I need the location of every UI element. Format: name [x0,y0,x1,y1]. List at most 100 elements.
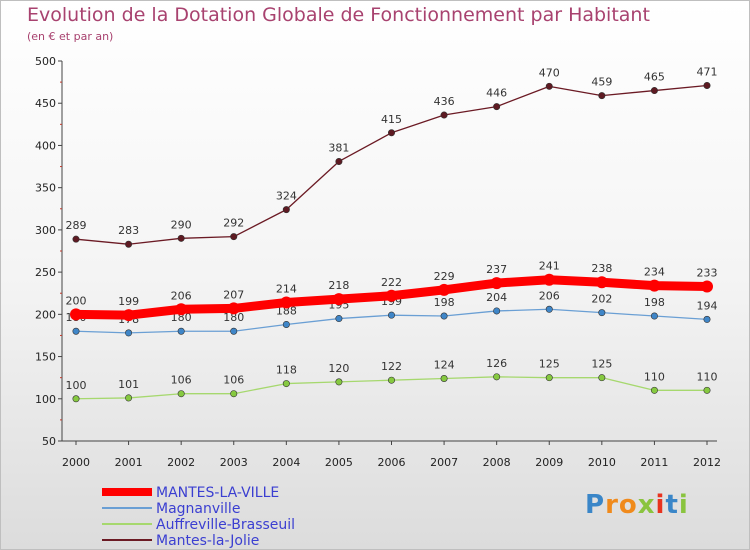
x-tick-label: 2008 [483,456,511,469]
data-point [440,312,448,320]
data-point [122,309,135,322]
data-point [72,395,80,403]
chart-title: Evolution de la Dotation Globale de Fonc… [27,4,650,26]
data-label: 233 [697,266,718,279]
data-point [598,374,606,382]
data-point [545,374,553,382]
y-tick-label: 200 [35,308,56,321]
data-point [280,296,293,309]
data-point [387,129,395,137]
data-point [125,240,133,248]
data-label: 204 [486,291,507,304]
y-tick-label: 50 [42,435,56,448]
legend-entry: Magnanville [156,501,240,517]
data-point [177,234,185,242]
y-tick-label: 150 [35,351,56,364]
y-tick-label: 300 [35,224,56,237]
data-point [650,312,658,320]
y-tick-label: 250 [35,266,56,279]
y-tick-label: 100 [35,393,56,406]
data-label: 241 [539,260,560,273]
data-point [598,309,606,317]
legend-entry: Mantes-la-Jolie [156,533,259,549]
data-point [648,279,661,292]
data-label: 126 [486,357,507,370]
data-label: 206 [171,289,192,302]
data-point [282,380,290,388]
x-tick-label: 2006 [378,456,406,469]
data-point [543,273,556,286]
data-label: 120 [328,362,349,375]
data-point [230,327,238,335]
data-label: 101 [118,378,139,391]
data-point [545,305,553,313]
y-tick-label: 450 [35,97,56,110]
data-label: 180 [223,311,244,324]
legend-entry: MANTES-LA-VILLE [156,485,279,501]
data-label: 125 [591,358,612,371]
data-label: 283 [118,224,139,237]
data-label: 122 [381,360,402,373]
data-point [230,390,238,398]
data-point [387,376,395,384]
data-label: 106 [223,374,244,387]
logo-letter: i [655,490,666,520]
data-point [125,329,133,337]
data-point [175,303,188,316]
x-tick-label: 2007 [430,456,458,469]
data-point [598,92,606,100]
data-point [703,386,711,394]
y-tick-label: 350 [35,182,56,195]
data-label: 289 [66,219,87,232]
data-label: 238 [591,262,612,275]
data-label: 118 [276,364,297,377]
data-label: 237 [486,263,507,276]
x-tick-label: 2004 [272,456,300,469]
data-point [125,394,133,402]
logo-letter: o [618,490,638,520]
data-label: 381 [328,141,349,154]
data-label: 290 [171,218,192,231]
data-label: 206 [539,289,560,302]
legend-entry: Auffreville-Brasseuil [156,517,295,533]
data-label: 198 [434,296,455,309]
data-point [701,280,713,293]
data-point [595,276,608,289]
data-label: 207 [223,288,244,301]
data-point [545,82,553,90]
data-label: 106 [171,374,192,387]
data-label: 446 [486,87,507,100]
data-label: 324 [276,190,297,203]
logo-letter: P [585,490,606,520]
logo-letter: t [665,490,679,520]
data-label: 415 [381,113,402,126]
data-label: 459 [591,76,612,89]
data-point [650,386,658,394]
data-label: 188 [276,304,297,317]
data-label: 292 [223,217,244,230]
data-point [177,390,185,398]
x-tick-label: 2011 [640,456,668,469]
data-label: 202 [591,293,612,306]
data-label: 124 [434,359,455,372]
data-point [703,315,711,323]
data-point [72,327,80,335]
x-tick-label: 2009 [535,456,563,469]
logo-letter: x [637,490,656,520]
logo-letter: r [605,490,619,520]
data-label: 222 [381,276,402,289]
data-point [385,289,398,302]
y-tick-label: 400 [35,139,56,152]
data-point [650,87,658,95]
data-point [387,311,395,319]
x-tick-label: 2000 [62,456,90,469]
x-tick-label: 2005 [325,456,353,469]
data-point [438,283,451,296]
data-point [335,315,343,323]
data-label: 218 [328,279,349,292]
x-tick-label: 2002 [167,456,195,469]
data-point [493,307,501,315]
data-point [230,233,238,241]
data-point [227,302,240,315]
data-point [335,378,343,386]
